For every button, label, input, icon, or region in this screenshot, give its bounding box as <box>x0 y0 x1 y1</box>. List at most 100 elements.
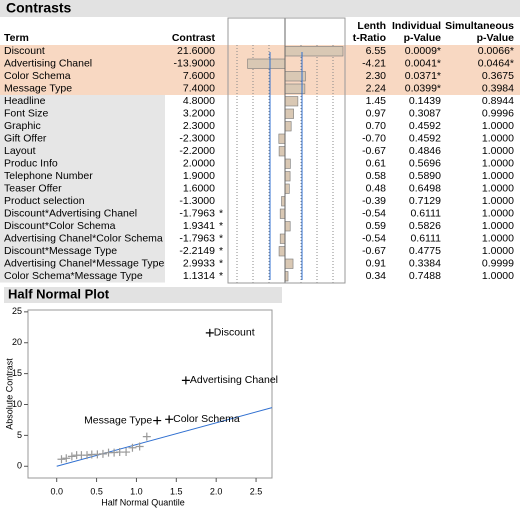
p-simultaneous: 0.9996 <box>482 108 514 120</box>
row-highlight <box>0 45 520 58</box>
p-individual: 0.6498 <box>409 183 441 195</box>
point <box>153 416 162 425</box>
p-simultaneous: 0.0066* <box>478 45 514 57</box>
plot: 0.0 0.5 1.0 1.5 2.0 2.5 0 5 10 15 20 25 Message Type… <box>12 306 278 496</box>
point <box>142 432 151 441</box>
p-simultaneous: 1.0000 <box>482 170 514 182</box>
term: Color Schema*Message Type <box>4 270 143 282</box>
term-cell <box>0 182 165 195</box>
term: Advertising Chanel <box>4 58 92 70</box>
t-ratio: -0.54 <box>362 208 386 220</box>
contrast: 3.2000 <box>183 108 215 120</box>
t-ratio: 0.34 <box>366 270 387 282</box>
column-header: Simultaneous <box>445 20 514 32</box>
p-simultaneous: 1.0000 <box>482 133 514 145</box>
term-cell <box>0 232 165 245</box>
p-simultaneous: 1.0000 <box>482 245 514 257</box>
point <box>128 443 137 452</box>
x-tick-label: 2.5 <box>250 486 263 496</box>
t-ratio: -0.70 <box>362 133 386 145</box>
term: Discount*Message Type <box>4 245 117 257</box>
t-ratio: 1.45 <box>366 95 387 107</box>
x-tick-label: 0.5 <box>90 486 103 496</box>
contrast-bar <box>278 133 286 144</box>
t-ratio: 6.55 <box>366 45 387 57</box>
p-individual: 0.5826 <box>409 220 441 232</box>
point-label: Discount <box>214 327 255 339</box>
t-ratio: -4.21 <box>362 58 386 70</box>
p-individual: 0.5890 <box>409 170 441 182</box>
t-ratio: 0.58 <box>366 170 387 182</box>
p-individual: 0.0399* <box>405 83 441 95</box>
p-individual: 0.6111 <box>410 208 441 220</box>
fit-line <box>56 407 273 467</box>
term: Headline <box>4 95 46 107</box>
term: Graphic <box>4 120 41 132</box>
point <box>205 328 214 337</box>
term: Teaser Offer <box>4 183 62 195</box>
column-header: p-Value <box>404 32 442 44</box>
term-cell <box>0 207 165 220</box>
term-cell <box>0 270 165 283</box>
y-tick-label: 10 <box>12 399 22 409</box>
flag: * <box>219 220 223 232</box>
contrast-bar <box>278 146 286 157</box>
section-header <box>4 287 282 303</box>
point <box>122 448 131 457</box>
term: Telephone Number <box>4 170 93 182</box>
flag: * <box>219 258 223 270</box>
term-cell <box>0 120 165 133</box>
t-ratio: -0.54 <box>362 233 386 245</box>
flag: * <box>219 245 223 257</box>
p-individual: 0.7129 <box>409 195 441 207</box>
point <box>165 415 174 424</box>
term-cell <box>0 170 165 183</box>
x-axis-label: Half Normal Quantile <box>101 497 185 507</box>
p-individual: 0.5696 <box>409 158 441 170</box>
p-simultaneous: 1.0000 <box>482 220 514 232</box>
term-cell <box>0 195 165 208</box>
p-simultaneous: 1.0000 <box>482 270 514 282</box>
plot-frame <box>27 309 273 479</box>
contrast-bar <box>284 108 294 119</box>
p-simultaneous: 0.3984 <box>482 83 514 95</box>
point-label: Message Type <box>84 414 152 426</box>
term-cell <box>0 157 165 170</box>
contrast-bar <box>284 121 292 132</box>
contrast: -2.2000 <box>179 145 215 157</box>
contrast: 1.9000 <box>183 170 215 182</box>
contrast-bar <box>284 171 291 182</box>
y-axis-label: Absolute Contrast <box>4 358 14 430</box>
contrast-bar <box>284 96 299 107</box>
contrast: 1.9341 <box>183 220 215 232</box>
p-individual: 0.7488 <box>409 270 441 282</box>
point-label: Advertising Chanel <box>190 374 278 386</box>
section-title: Contrasts <box>6 0 72 16</box>
t-ratio: -0.67 <box>362 245 386 257</box>
point <box>67 452 76 461</box>
p-individual: 0.0041* <box>405 58 441 70</box>
t-ratio: -0.39 <box>362 195 386 207</box>
contrast-bar <box>284 258 294 269</box>
term: Layout <box>4 145 36 157</box>
t-ratio: 0.48 <box>366 183 387 195</box>
section-header <box>0 0 520 17</box>
p-individual: 0.1439 <box>409 95 441 107</box>
p-simultaneous: 1.0000 <box>482 195 514 207</box>
flag: * <box>219 270 223 282</box>
term: Produc Info <box>4 158 58 170</box>
contrast: 4.8000 <box>183 95 215 107</box>
point <box>135 442 144 451</box>
column-header: Individual <box>392 20 441 32</box>
term-cell <box>0 95 165 108</box>
point <box>62 454 71 463</box>
row-highlight <box>0 70 520 83</box>
row-highlight <box>0 82 520 95</box>
contrast: -2.3000 <box>179 133 215 145</box>
term-cell <box>0 132 165 145</box>
y-tick-label: 20 <box>12 337 22 347</box>
term: Advertising Chanel*Message Type <box>4 258 164 270</box>
t-ratio: 0.61 <box>366 158 387 170</box>
point <box>98 449 107 458</box>
